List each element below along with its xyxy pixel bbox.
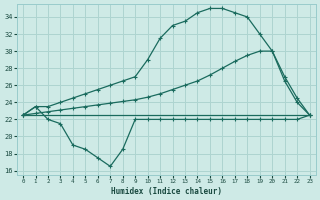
X-axis label: Humidex (Indice chaleur): Humidex (Indice chaleur) [111,187,222,196]
